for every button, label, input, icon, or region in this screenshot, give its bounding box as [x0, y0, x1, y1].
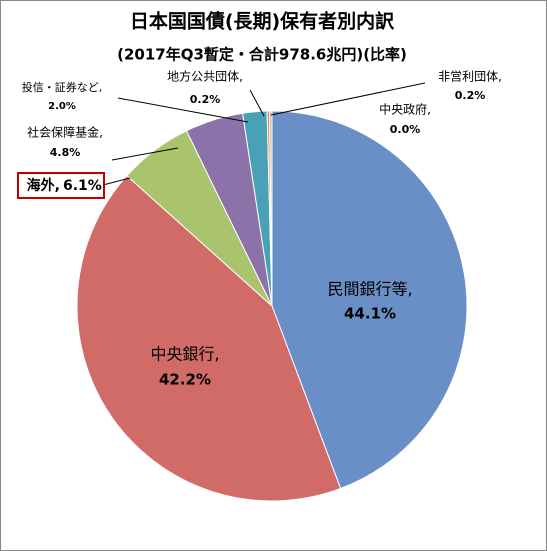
- highlight-box: [17, 172, 105, 199]
- slice-value-label: 42.2%: [159, 371, 211, 389]
- labels: 民間銀行等, 44.1% 中央銀行, 42.2% 海外, 6.1% 社会保障基金, 4.8% 投…: [17, 69, 502, 389]
- slice-label: 投信・証券など,: [22, 80, 103, 94]
- pie-slice: [271, 110, 468, 490]
- leader-line: [111, 147, 179, 161]
- pie: [76, 110, 468, 502]
- leader-line: [102, 177, 131, 186]
- slice-label: 海外,: [27, 177, 60, 194]
- chart-title: 日本国国債(長期)保有者別内訳: [130, 10, 395, 33]
- leader-line: [117, 97, 249, 123]
- slice-value-label: 0.2%: [190, 93, 221, 106]
- slice-value-label: 4.8%: [50, 146, 81, 159]
- slice-value-label: 6.1%: [63, 178, 102, 194]
- pie-slice: [76, 174, 342, 502]
- slice-value-label: 2.0%: [48, 101, 76, 112]
- leader-line: [249, 89, 265, 117]
- slice-label: 非営利団体,: [438, 70, 502, 84]
- slice-value-label: 44.1%: [344, 305, 396, 323]
- leader-line: [270, 82, 426, 116]
- slice-label: 中央政府,: [379, 102, 431, 117]
- chart-subtitle: (2017年Q3暫定・合計978.6兆円)(比率): [117, 46, 407, 64]
- slice-value-label: 0.2%: [455, 89, 486, 102]
- slice-value-label: 0.0%: [390, 123, 421, 136]
- slice-label: 中央銀行,: [150, 345, 219, 364]
- slice-label: 社会保障基金,: [27, 125, 103, 140]
- slice-label: 地方公共団体,: [167, 69, 243, 84]
- slice-label: 民間銀行等,: [327, 280, 412, 299]
